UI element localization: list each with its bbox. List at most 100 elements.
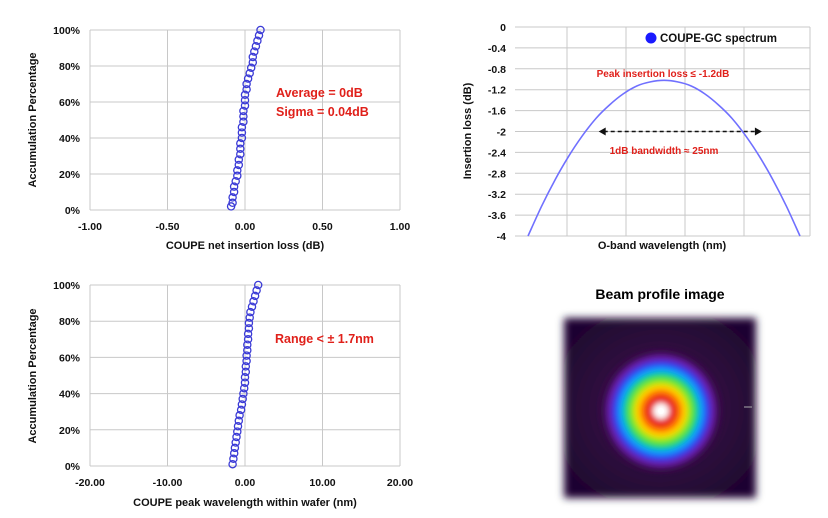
chart3-grid [89, 284, 401, 467]
data-point [246, 307, 255, 317]
chart1-ytick: 0% [65, 205, 81, 217]
data-point [250, 47, 259, 56]
chart2-ytick: -2.4 [488, 147, 506, 159]
data-point [244, 318, 254, 328]
data-point [236, 139, 245, 148]
chart1-ytick: 20% [59, 169, 81, 181]
data-point [243, 340, 252, 349]
data-point [242, 79, 251, 89]
chart1-xtick: -0.50 [156, 221, 180, 233]
data-point [228, 459, 237, 469]
chart2-legend-marker [645, 32, 657, 44]
data-point [234, 155, 244, 164]
data-point [236, 405, 246, 415]
data-point [230, 443, 240, 453]
data-point [248, 58, 258, 67]
chart3-xlabel: COUPE peak wavelength within wafer (nm) [133, 497, 357, 509]
data-point [239, 106, 248, 116]
data-point [237, 133, 247, 143]
chart3-y-ticks: 0% 20% 40% 60% 80% 100% [53, 280, 81, 473]
chart3-annotation-range: Range < ± 1.7nm [275, 332, 374, 346]
data-point [238, 394, 247, 404]
chart1-ytick: 80% [59, 61, 81, 73]
data-point [234, 416, 244, 426]
data-point [243, 329, 253, 339]
chart3-ytick: 80% [59, 316, 81, 328]
data-point [256, 25, 265, 35]
chart2-annotation-bandwidth: 1dB bandwidth ≈ 25nm [610, 146, 719, 157]
data-point [233, 171, 242, 181]
data-point [243, 345, 252, 355]
data-point [240, 373, 250, 382]
chart1-ytick: 100% [53, 25, 81, 37]
data-point [254, 31, 264, 40]
chart3-ytick: 40% [59, 389, 81, 401]
chart2-ytick: -3.6 [488, 210, 506, 222]
data-point [229, 449, 239, 458]
chart2-ytick: 0 [500, 22, 506, 34]
chart2-ytick: -3.2 [488, 189, 506, 201]
data-point [252, 286, 261, 295]
data-point [229, 454, 238, 464]
chart1-ytick: 40% [59, 133, 81, 145]
data-point [243, 335, 253, 344]
chart3-xtick: 0.00 [235, 477, 256, 489]
chart2-grid [515, 26, 811, 237]
chart2-ytick: -2.8 [488, 168, 506, 180]
chart3-ytick: 20% [59, 425, 81, 437]
data-point [233, 427, 242, 436]
chart2-bandwidth-arrow [598, 127, 762, 136]
data-point [240, 95, 250, 105]
data-point [229, 187, 239, 197]
data-point [239, 117, 248, 127]
data-point [239, 389, 248, 398]
data-point [246, 63, 256, 73]
data-point [247, 302, 257, 311]
chart2-legend: COUPE-GC spectrum [645, 32, 777, 45]
data-point [241, 362, 251, 371]
chart2-ytick: -1.2 [488, 85, 506, 97]
data-point [237, 400, 247, 409]
chart-net-insertion-loss: 0% 20% 40% 60% 80% 100% -1.00 -0.50 0.00… [27, 25, 410, 252]
chart2-y-ticks: 0 -0.4 -0.8 -1.2 -1.6 -2 -2.4 -2.8 -3.2 … [488, 22, 506, 243]
data-point [236, 144, 245, 154]
data-point [245, 313, 254, 322]
chart1-points [226, 25, 265, 211]
beam-profile-title: Beam profile image [595, 286, 724, 302]
data-point [231, 438, 240, 447]
data-point [239, 383, 249, 393]
data-point [253, 36, 262, 46]
chart1-xtick: 0.50 [312, 221, 333, 233]
data-point [242, 356, 251, 366]
data-point [248, 52, 258, 62]
chart3-ylabel: Accumulation Percentage [27, 308, 39, 443]
data-point [242, 351, 251, 360]
chart2-ytick: -1.6 [488, 106, 506, 118]
chart1-xtick: 0.00 [235, 221, 256, 233]
data-point [234, 160, 244, 170]
chart1-ylabel: Accumulation Percentage [27, 52, 39, 187]
data-point [233, 166, 242, 175]
chart3-xtick: -10.00 [153, 477, 183, 489]
chart1-ytick: 60% [59, 97, 81, 109]
beam-center [658, 408, 664, 414]
data-point [240, 378, 250, 387]
chart2-ytick: -0.4 [488, 43, 506, 55]
chart2-ylabel: Insertion loss (dB) [462, 82, 474, 179]
data-point [244, 324, 254, 333]
data-point [241, 367, 251, 377]
beam-profile-panel: Beam profile image [564, 286, 756, 498]
data-point [229, 182, 239, 191]
chart3-x-ticks: -20.00 -10.00 0.00 10.00 20.00 [75, 477, 413, 489]
data-point [232, 432, 241, 442]
data-point [228, 193, 237, 202]
chart3-ytick: 60% [59, 352, 81, 364]
data-point [237, 122, 247, 132]
data-point [250, 291, 260, 301]
data-point [242, 85, 251, 94]
data-point [233, 421, 243, 431]
chart2-ytick: -2 [497, 127, 506, 139]
chart3-xtick: -20.00 [75, 477, 105, 489]
chart1-x-ticks: -1.00 -0.50 0.00 0.50 1.00 [78, 221, 410, 233]
